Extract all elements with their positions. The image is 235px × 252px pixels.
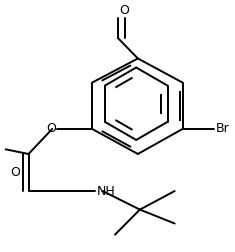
Text: O: O: [46, 122, 56, 135]
Text: O: O: [119, 4, 129, 17]
Text: O: O: [11, 166, 20, 179]
Text: NH: NH: [96, 184, 115, 198]
Text: Br: Br: [215, 122, 229, 135]
